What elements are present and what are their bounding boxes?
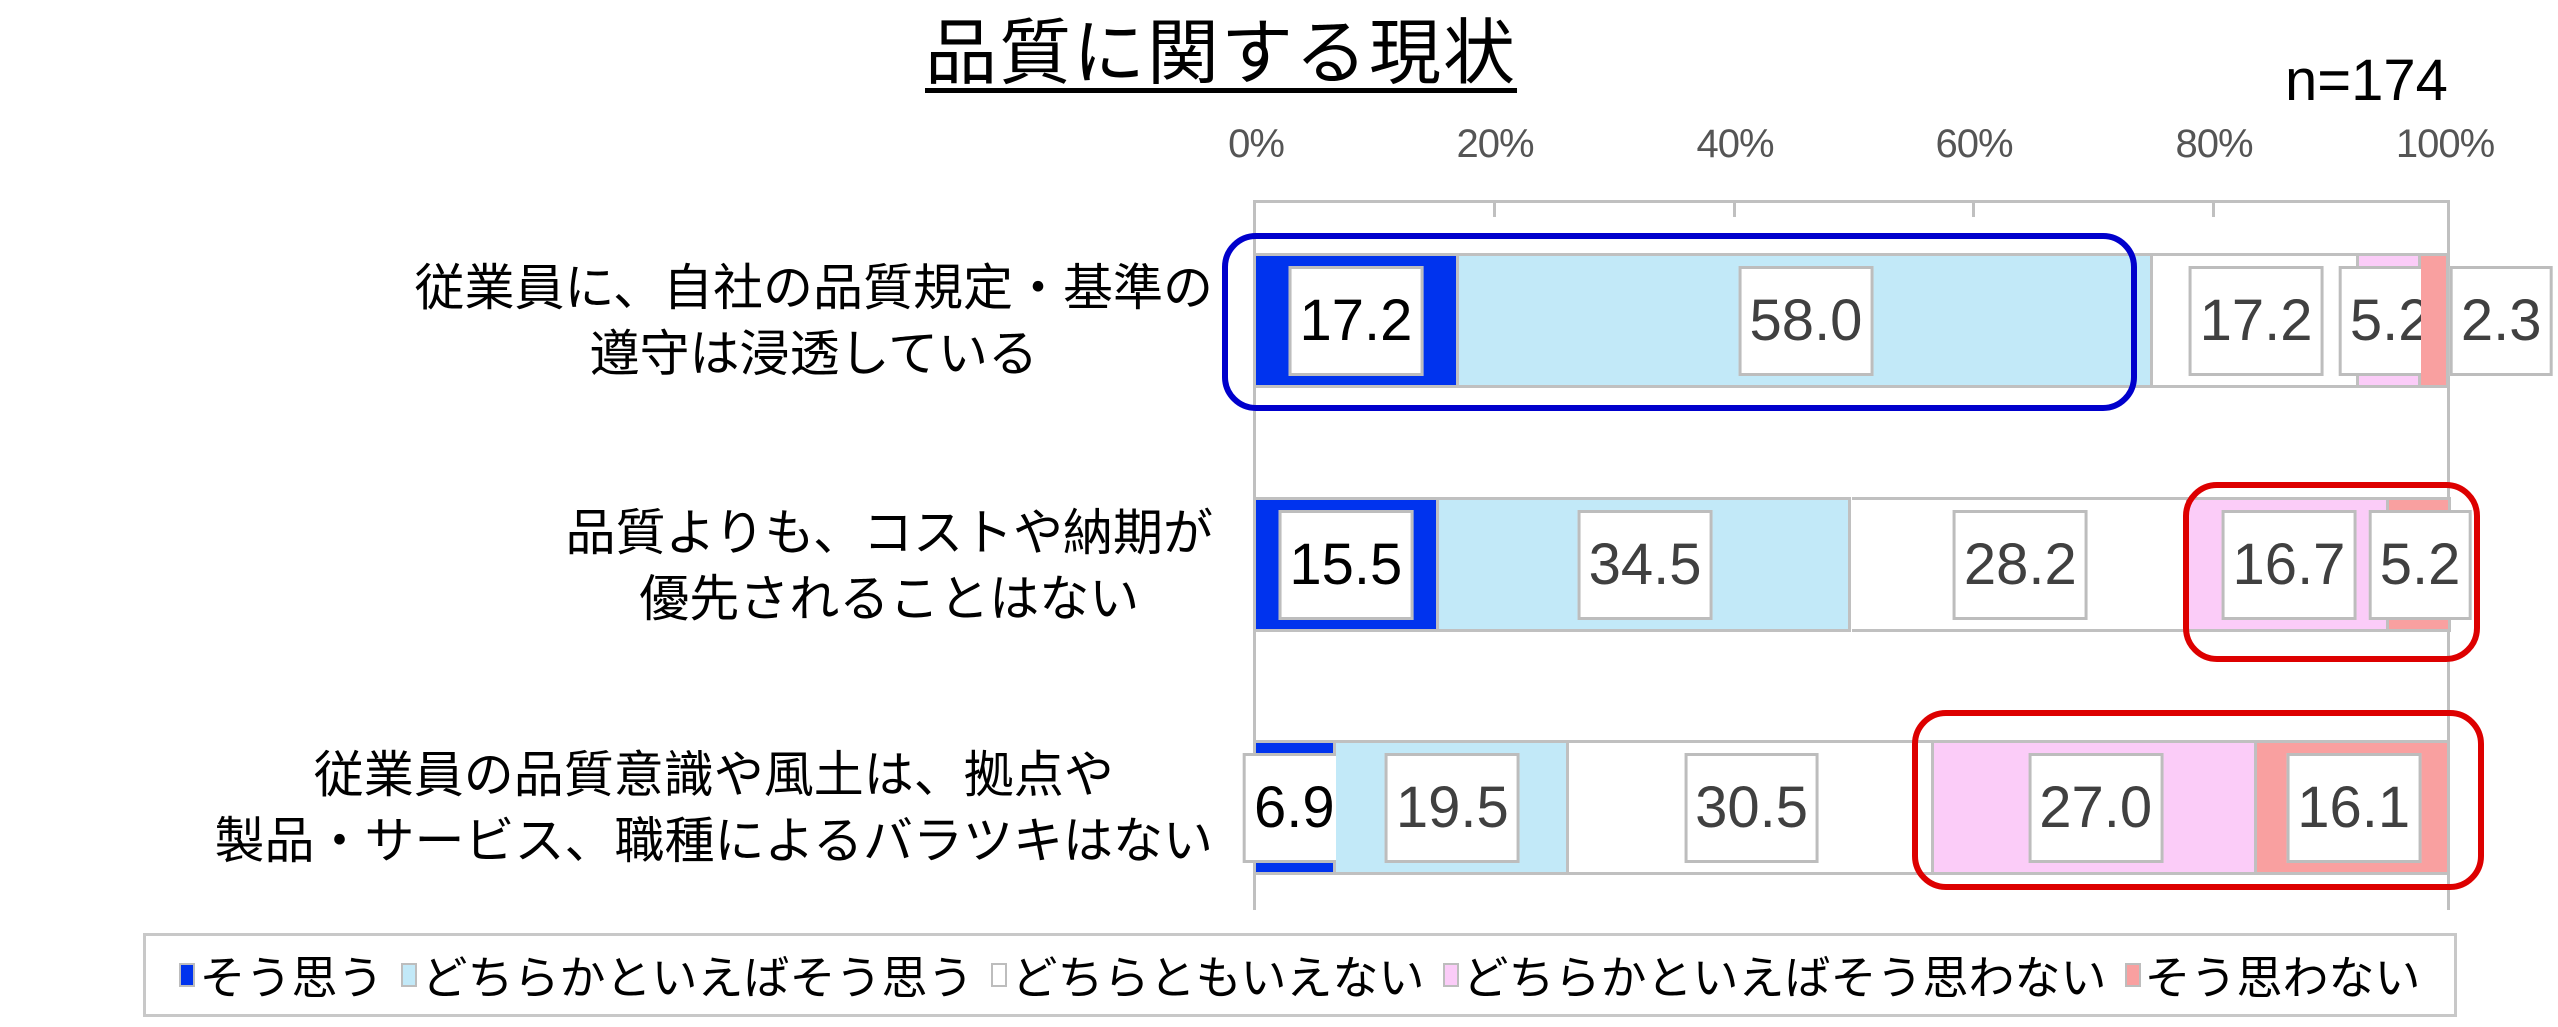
data-label: 58.0 — [1738, 265, 1874, 376]
bar-segment — [2421, 253, 2449, 388]
data-label: 28.2 — [1952, 509, 2088, 620]
bar-row-2: 15.5 34.5 28.2 16.7 5.2 — [1253, 497, 2472, 632]
data-label: 19.5 — [1384, 752, 1520, 863]
data-label: 16.1 — [2286, 752, 2422, 863]
data-label: 17.2 — [2188, 265, 2324, 376]
bar-row-3: 6.9 19.5 30.5 27.0 16.1 — [1242, 740, 2450, 875]
data-label: 16.7 — [2221, 509, 2357, 620]
data-label: 27.0 — [2028, 752, 2164, 863]
axis-tick — [1733, 203, 1736, 217]
chart-title: 品質に関する現状 — [925, 14, 1518, 94]
x-tick-label: 20% — [1456, 122, 1534, 166]
legend: そう思う どちらかといえばそう思う どちらともいえない どちらかといえばそう思わ… — [143, 933, 2457, 1017]
legend-swatch-icon — [179, 963, 196, 987]
category-label-1: 従業員に、自社の品質規定・基準の 遵守は浸透している — [414, 260, 1214, 382]
axis-tick — [1493, 203, 1496, 217]
x-tick-label: 100% — [2395, 122, 2495, 166]
axis-tick — [1972, 203, 1975, 217]
legend-item: どちらともいえない — [991, 942, 1425, 1008]
data-label: 15.5 — [1278, 509, 1414, 620]
axis-tick — [2212, 203, 2215, 217]
legend-swatch-icon — [2124, 963, 2141, 987]
x-tick-label: 40% — [1696, 122, 1774, 166]
data-label: 17.2 — [1288, 265, 1424, 376]
data-label: 5.2 — [2368, 509, 2472, 620]
x-tick-label: 60% — [1935, 122, 2013, 166]
legend-item: どちらかといえばそう思う — [401, 942, 973, 1008]
data-label: 34.5 — [1577, 509, 1713, 620]
category-label-2: 品質よりも、コストや納期が 優先されることはない — [565, 505, 1214, 627]
data-label: 30.5 — [1684, 752, 1819, 863]
data-label: 2.3 — [2449, 265, 2553, 376]
sample-size-label: n=174 — [2285, 48, 2448, 113]
x-tick-label: 0% — [1228, 122, 1285, 166]
legend-item: そう思わない — [2124, 942, 2421, 1008]
legend-swatch-icon — [401, 963, 418, 987]
data-label: 6.9 — [1242, 752, 1346, 863]
category-label-3: 従業員の品質意識や風土は、拠点や 製品・サービス、職種によるバラツキはない — [214, 747, 1214, 869]
legend-swatch-icon — [1442, 963, 1459, 987]
legend-item: どちらかといえばそう思わない — [1442, 942, 2107, 1008]
x-tick-label: 80% — [2175, 122, 2253, 166]
bar-row-1: 17.2 58.0 17.2 5.2 2.3 — [1253, 253, 2553, 388]
legend-item: そう思う — [179, 942, 383, 1008]
legend-swatch-icon — [991, 963, 1008, 987]
